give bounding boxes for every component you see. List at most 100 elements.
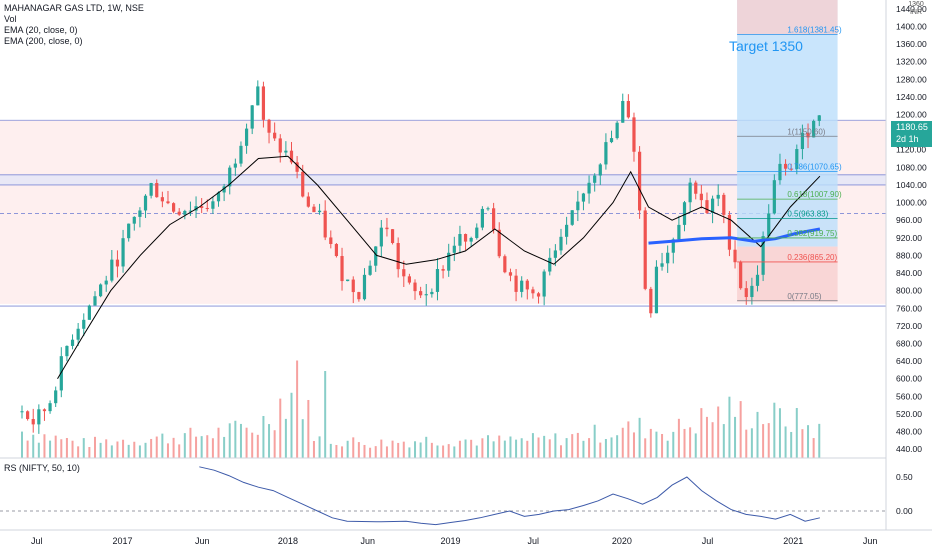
candle-body <box>430 291 434 295</box>
volume-bar <box>531 433 534 458</box>
volume-bar <box>599 442 602 458</box>
candle-body <box>716 194 720 199</box>
time-tick-label: 2020 <box>612 536 632 546</box>
candle-body <box>694 182 698 194</box>
candle-body <box>183 210 187 215</box>
volume-bar <box>790 431 793 458</box>
candle-body <box>767 213 771 237</box>
candle-body <box>312 206 316 213</box>
candle-body <box>739 262 743 289</box>
rs-indicator-label[interactable]: RS (NIFTY, 50, 10) <box>4 463 80 473</box>
volume-bar <box>734 416 737 458</box>
time-tick-label: 2019 <box>440 536 460 546</box>
volume-bar <box>717 406 720 458</box>
candle-body <box>548 257 552 272</box>
candle-body <box>149 183 153 196</box>
ema20-legend[interactable]: EMA (20, close, 0) <box>4 25 78 35</box>
price-tick-label: 520.00 <box>896 409 922 419</box>
price-tick-label: 1200.00 <box>896 110 927 120</box>
volume-bar <box>576 432 579 458</box>
volume-bar <box>745 429 748 458</box>
volume-bar <box>200 436 203 458</box>
volume-bar <box>756 411 759 458</box>
candle-body <box>278 138 282 153</box>
volume-bar <box>666 440 669 458</box>
volume-bar <box>346 440 349 458</box>
volume-legend[interactable]: Vol <box>4 14 17 24</box>
bar-countdown: 2d 1h <box>896 134 919 144</box>
volume-bar <box>150 438 153 458</box>
fibonacci-retracement[interactable]: 1.618(1381.45) 1(1150.60) 0.786(1070.65) 0.… <box>737 26 842 302</box>
price-tick-label: 760.00 <box>896 303 922 313</box>
volume-bar <box>116 441 119 458</box>
candle-body <box>244 128 249 146</box>
price-axis-currency: INR <box>909 9 923 16</box>
volume-bar <box>689 427 692 458</box>
candle-body <box>306 196 310 207</box>
volume-bar <box>655 431 658 458</box>
candle-body <box>778 163 782 181</box>
price-tick-label: 1240.00 <box>896 92 927 102</box>
volume-bar <box>60 439 63 458</box>
fib-level-label: 0.382(919.75) <box>787 229 837 238</box>
candle-body <box>806 132 810 138</box>
candle-body <box>581 193 586 202</box>
candle-body <box>334 244 339 257</box>
volume-bar <box>385 446 388 458</box>
candle-body <box>233 163 237 168</box>
candle-body <box>609 138 614 143</box>
candle-body <box>70 339 75 346</box>
candle-body <box>20 411 24 413</box>
volume-bar <box>206 435 209 458</box>
volume-bar <box>65 438 68 458</box>
volume-bar <box>82 438 85 458</box>
candle-body <box>121 238 125 267</box>
target-annotation[interactable]: Target 1350 <box>729 38 803 54</box>
price-tick-label: 480.00 <box>896 427 922 437</box>
price-tick-label: 1360.00 <box>896 39 927 49</box>
candle-body <box>475 227 479 238</box>
ema200-legend[interactable]: EMA (200, close, 0) <box>4 36 83 46</box>
candle-body <box>419 291 423 296</box>
volume-bar <box>728 396 731 458</box>
price-tick-label: 1080.00 <box>896 162 927 172</box>
volume-bar <box>324 371 327 458</box>
candle-body <box>295 162 299 172</box>
volume-bar <box>818 423 821 458</box>
price-tick-label: 960.00 <box>896 215 922 225</box>
volume-bar <box>374 446 377 458</box>
price-tick-label: 1120.00 <box>896 145 926 155</box>
candle-body <box>143 195 148 211</box>
volume-bar <box>380 439 383 458</box>
stop-loss-zone <box>737 246 838 302</box>
volume-bar <box>801 429 804 458</box>
candle-body <box>188 210 193 212</box>
time-tick-label: 2017 <box>112 536 132 546</box>
candle-body <box>177 211 181 215</box>
candle-body <box>54 390 58 404</box>
price-axis-unit-top: 1360 <box>908 1 924 8</box>
volume-bar <box>807 425 810 458</box>
volume-bar <box>155 436 158 458</box>
volume-bar <box>307 399 310 458</box>
volume-bar <box>402 441 405 458</box>
candle-body <box>587 182 591 194</box>
candle-body <box>553 250 557 258</box>
ema20-line <box>57 155 821 379</box>
time-tick-label: Jun <box>360 536 375 546</box>
candle-body <box>390 229 395 244</box>
volume-bar <box>649 428 652 458</box>
volume-bar <box>239 423 242 458</box>
volume-bar <box>430 442 433 458</box>
candle-body <box>261 86 266 120</box>
candle-body <box>267 119 271 133</box>
volume-bar <box>442 445 445 458</box>
candle-body <box>87 305 91 320</box>
candle-body <box>200 206 204 208</box>
volume-bar <box>217 427 220 458</box>
rs-panel: 0.50 0.00 <box>0 466 913 526</box>
volume-bar <box>750 428 753 458</box>
consolidation-zone <box>0 174 886 185</box>
candle-body <box>654 266 659 314</box>
